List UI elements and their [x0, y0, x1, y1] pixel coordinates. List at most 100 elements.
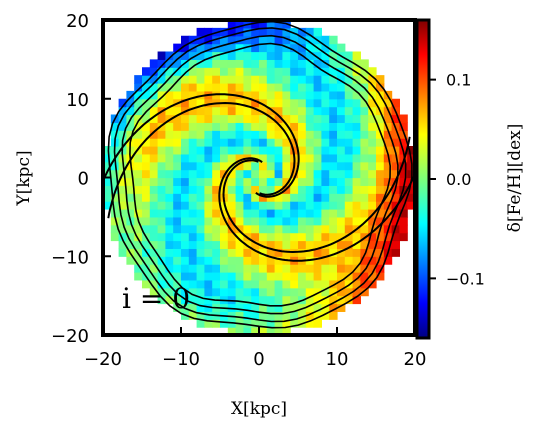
heatmap-cell: [243, 264, 252, 273]
heatmap-cell: [157, 51, 166, 60]
heatmap-cell: [399, 209, 408, 218]
heatmap-cell: [227, 122, 237, 131]
heatmap-cell: [282, 169, 291, 179]
heatmap-cell: [329, 43, 338, 53]
heatmap-cell: [220, 83, 229, 92]
heatmap-cell: [227, 185, 237, 194]
heatmap-cell: [110, 177, 120, 186]
heatmap-cell: [337, 264, 346, 273]
heatmap-cell: [251, 240, 260, 249]
heatmap-cell: [126, 232, 135, 242]
heatmap-cell: [188, 232, 198, 242]
heatmap-cell: [391, 216, 400, 226]
heatmap-cell: [298, 59, 307, 68]
heatmap-cell: [212, 75, 221, 84]
heatmap-cell: [352, 98, 361, 108]
heatmap-cell: [149, 201, 159, 210]
heatmap-cell: [110, 224, 120, 234]
heatmap-cell: [157, 209, 166, 218]
heatmap-cell: [149, 256, 159, 265]
heatmap-cell: [126, 169, 135, 179]
heatmap-cell: [352, 67, 361, 76]
heatmap-cell: [173, 169, 182, 179]
heatmap-cell: [243, 279, 252, 289]
heatmap-cell: [157, 287, 166, 297]
heatmap-cell: [313, 287, 322, 297]
heatmap-cell: [181, 43, 190, 53]
heatmap-cell: [220, 177, 229, 186]
heatmap-cell: [188, 67, 198, 76]
heatmap-cell: [360, 240, 369, 249]
heatmap-cell: [235, 75, 244, 84]
heatmap-cell: [251, 35, 260, 45]
heatmap-cell: [305, 67, 315, 76]
heatmap-cell: [181, 146, 190, 155]
heatmap-cell: [196, 224, 205, 234]
heatmap-cell: [344, 240, 354, 249]
heatmap-cell: [259, 146, 268, 155]
heatmap-cell: [344, 114, 354, 123]
heatmap-cell: [181, 185, 190, 194]
heatmap-cell: [290, 122, 299, 131]
spiral-arm-contour: [107, 101, 296, 219]
heatmap-cell: [399, 122, 408, 131]
heatmap-cell: [165, 224, 174, 234]
heatmap-cell: [204, 224, 213, 234]
heatmap-cell: [235, 303, 244, 312]
heatmap-cell: [305, 201, 315, 210]
heatmap-cell: [298, 209, 307, 218]
heatmap-cell: [337, 185, 346, 194]
heatmap-cell: [173, 264, 182, 273]
heatmap-cell: [165, 240, 174, 249]
heatmap-cell: [298, 201, 307, 210]
heatmap-cell: [126, 98, 135, 108]
heatmap-cell: [235, 256, 244, 265]
heatmap-cell: [274, 272, 283, 281]
heatmap-cell: [110, 169, 120, 179]
heatmap-cell: [399, 169, 408, 179]
heatmap-cell: [298, 248, 307, 257]
heatmap-cell: [188, 90, 198, 100]
heatmap-cell: [126, 122, 135, 131]
y-tick-label: 20: [66, 11, 89, 32]
heatmap-cell: [188, 51, 198, 60]
heatmap-cell: [274, 59, 283, 68]
heatmap-cell: [149, 59, 159, 68]
heatmap-cell: [212, 248, 221, 257]
heatmap-cell: [157, 153, 166, 163]
heatmap-cell: [391, 240, 400, 249]
heatmap-cell: [321, 169, 330, 179]
heatmap-cell: [305, 122, 315, 131]
heatmap-cell: [251, 319, 260, 328]
heatmap-cell: [298, 272, 307, 281]
heatmap-cell: [368, 272, 377, 281]
heatmap-cell: [282, 35, 291, 45]
heatmap-cell: [220, 272, 229, 281]
heatmap-cell: [376, 209, 385, 218]
heatmap-cell: [204, 51, 213, 60]
heatmap-cell: [165, 264, 174, 273]
heatmap-cell: [196, 75, 205, 84]
heatmap-cell: [376, 75, 385, 84]
heatmap-cell: [383, 138, 393, 147]
heatmap-cell: [352, 51, 361, 60]
heatmap-cell: [329, 287, 338, 297]
heatmap-cell: [274, 35, 283, 45]
heatmap-cell: [188, 161, 198, 171]
heatmap-cell: [204, 264, 213, 273]
heatmap-cell: [321, 295, 330, 305]
heatmap-cell: [259, 75, 268, 84]
heatmap-cell: [274, 20, 283, 29]
heatmap-cell: [118, 201, 127, 210]
heatmap-cell: [321, 272, 330, 281]
heatmap-cell: [220, 248, 229, 257]
heatmap-cell: [181, 98, 190, 108]
heatmap-cell: [274, 146, 283, 155]
heatmap-cell: [290, 90, 299, 100]
heatmap-cell: [149, 232, 159, 242]
heatmap-cell: [235, 193, 244, 202]
heatmap-cell: [235, 106, 244, 116]
heatmap-cell: [266, 153, 276, 163]
heatmap-cell: [391, 209, 400, 218]
